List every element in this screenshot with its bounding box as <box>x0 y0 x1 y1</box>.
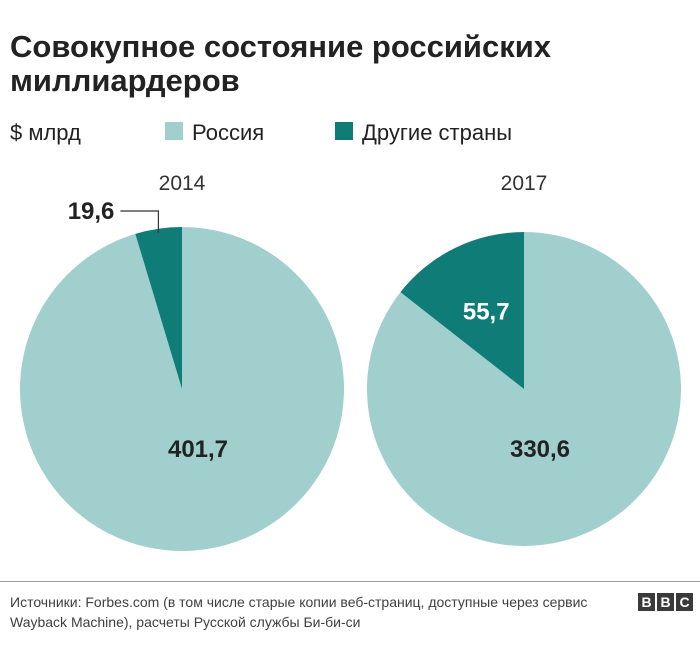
pie-year-label: 2014 <box>159 172 206 195</box>
legend: $ млрд Россия Другие страны <box>10 118 690 148</box>
bbc-logo-letter: B <box>638 593 655 611</box>
pie-value-label-russia-2014: 401,7 <box>168 436 228 463</box>
legend-unit: $ млрд <box>10 120 81 145</box>
pie-year-label: 2017 <box>501 172 548 195</box>
pie-value-label-other-countries-2017: 55,7 <box>463 298 510 325</box>
bbc-logo: B B C <box>638 593 693 611</box>
source-note: Источники: Forbes.com (в том числе стары… <box>10 594 588 630</box>
legend-label-russia: Россия <box>192 120 265 145</box>
pie-slice-other-countries-2017 <box>400 232 524 389</box>
pie-value-label-russia-2017: 330,6 <box>510 436 570 463</box>
bbc-logo-letter: C <box>676 593 693 611</box>
pie-slice-russia-2017 <box>366 232 681 547</box>
footer-divider <box>0 581 700 582</box>
pie-value-label-other-countries-2014: 19,6 <box>68 198 115 225</box>
bbc-logo-letter: B <box>657 593 674 611</box>
pie-leader-line-2014 <box>120 210 160 233</box>
legend-label-other-countries: Другие страны <box>362 120 513 145</box>
pie-slice-other-countries-2014 <box>135 227 182 389</box>
legend-swatch-other-countries <box>335 122 353 140</box>
pie-charts: 2014 401,7 19,6 2017 330,6 55,7 <box>19 172 681 551</box>
chart-title: Совокупное состояние российских миллиард… <box>10 29 552 98</box>
legend-swatch-russia <box>165 122 183 140</box>
